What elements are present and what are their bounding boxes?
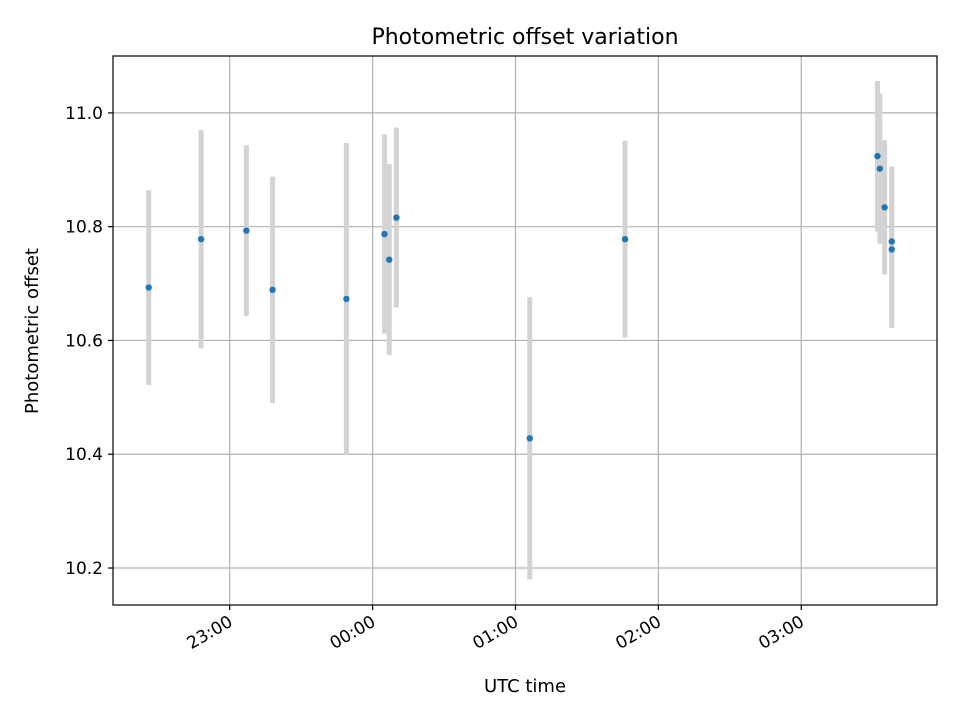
y-tick-label: 10.6	[65, 331, 103, 351]
data-point	[876, 165, 884, 172]
y-tick-label: 10.8	[65, 218, 103, 238]
grid-layer	[113, 56, 937, 605]
data-point	[269, 286, 276, 294]
data-point	[621, 235, 629, 243]
data-point	[526, 435, 533, 442]
y-tick-label: 10.4	[65, 445, 103, 465]
plot-area	[113, 56, 937, 605]
y-tick-label: 10.2	[65, 559, 103, 579]
data-point	[386, 256, 393, 263]
data-point	[381, 230, 388, 238]
chart-title: Photometric offset variation	[371, 25, 678, 50]
data-point	[881, 204, 888, 211]
data-point	[343, 295, 350, 303]
point-layer	[145, 152, 895, 442]
data-point	[874, 152, 881, 160]
x-axis-label: UTC time	[484, 676, 566, 697]
data-point	[888, 238, 895, 245]
data-point	[145, 284, 152, 291]
data-point	[393, 214, 400, 221]
data-point	[197, 235, 205, 243]
y-axis-label: Photometric offset	[22, 248, 43, 414]
data-point	[888, 246, 895, 253]
plot-frame	[112, 55, 938, 606]
y-tick-label: 11.0	[65, 104, 103, 124]
data-point	[243, 227, 250, 234]
